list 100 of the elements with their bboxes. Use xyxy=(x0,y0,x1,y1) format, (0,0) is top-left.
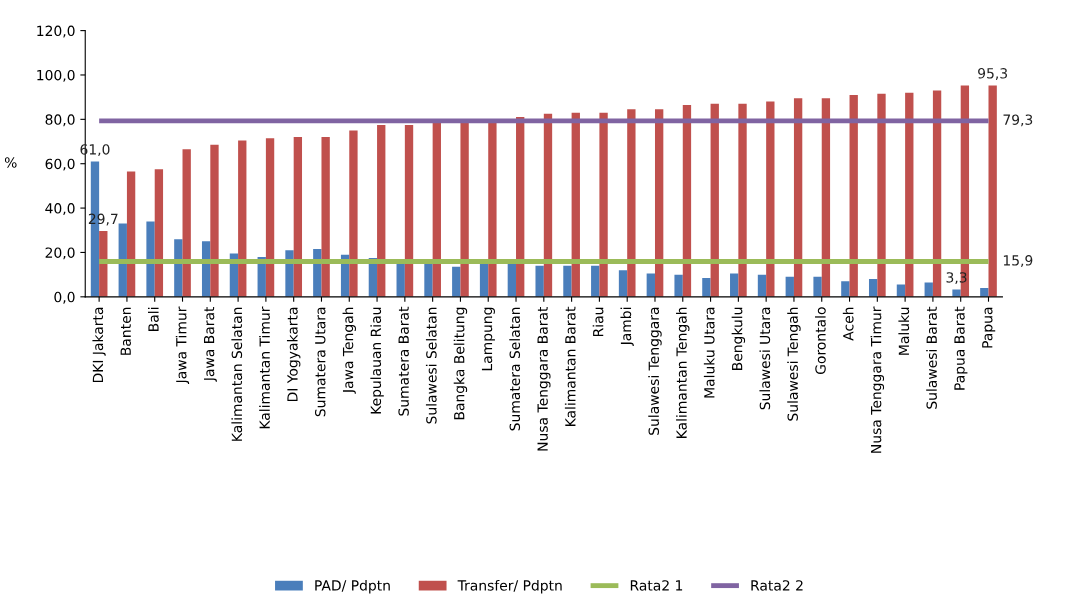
bar xyxy=(460,121,469,297)
bar xyxy=(174,239,183,297)
bar xyxy=(952,289,961,297)
bar xyxy=(591,265,600,297)
x-tick-label: Sumatera Barat xyxy=(398,306,409,416)
x-tick-label: Jawa Barat xyxy=(204,306,217,382)
bar xyxy=(841,281,850,297)
x-tick-label: Riau xyxy=(592,307,604,336)
bar xyxy=(730,273,739,297)
bar xyxy=(646,273,655,297)
bar xyxy=(293,137,303,297)
bar xyxy=(543,113,553,297)
x-tick-label: Kalimantan Timur xyxy=(259,306,270,429)
x-tick-label: DI Yogyakarta xyxy=(286,307,301,402)
bar xyxy=(516,117,525,297)
legend-label: Rata2 1 xyxy=(630,580,683,591)
y-tick-label: 20,0 xyxy=(45,247,75,260)
x-tick-label: Sumatera Selatan xyxy=(509,307,521,431)
x-tick-label: Nusa Tenggara Barat xyxy=(537,306,551,451)
x-tick-label: Maluku Utara xyxy=(703,307,715,398)
bar xyxy=(757,274,767,297)
bar xyxy=(238,140,247,297)
bar xyxy=(349,130,358,297)
x-tick-label: Kalimantan Barat xyxy=(564,306,576,426)
bar xyxy=(738,103,747,297)
legend-label: PAD/ Pdptn xyxy=(315,579,390,594)
bar xyxy=(452,266,461,297)
x-tick-label: Jawa Tengah xyxy=(342,307,356,394)
x-tick-label: Sulawesi Tengah xyxy=(787,307,801,421)
x-tick-label: Bengkulu xyxy=(731,307,746,370)
y-tick-label: 100,0 xyxy=(37,69,75,82)
bar xyxy=(599,112,608,297)
x-tick-label: Bali xyxy=(148,307,159,331)
x-tick-label: Lampung xyxy=(481,307,495,371)
x-tick-label: Jambi xyxy=(620,307,634,347)
x-tick-label: Nusa Tenggara Timur xyxy=(870,306,885,453)
bar xyxy=(932,90,942,297)
bar xyxy=(702,277,711,297)
x-tick-label: Jawa Timur xyxy=(175,306,190,385)
data-label: 95,3 xyxy=(978,68,1008,80)
bar xyxy=(535,265,544,297)
x-tick-label: Sulawesi Barat xyxy=(926,306,937,409)
bar xyxy=(793,98,803,297)
x-tick-label: Bangka Belitung xyxy=(453,307,468,420)
y-tick-label: 60,0 xyxy=(45,158,75,171)
y-tick-label: 120,0 xyxy=(37,25,75,38)
bar xyxy=(126,171,136,297)
bar xyxy=(377,124,386,297)
bar xyxy=(654,109,664,297)
bar xyxy=(868,279,878,297)
bar xyxy=(432,121,441,297)
bar xyxy=(877,93,886,297)
bar xyxy=(849,94,858,297)
bar xyxy=(682,104,692,297)
bar xyxy=(571,112,580,297)
bar xyxy=(905,92,914,297)
x-tick-label: Kalimantan Tengah xyxy=(676,307,690,438)
bar xyxy=(488,120,497,297)
y-axis-title: % xyxy=(4,157,17,168)
bar xyxy=(321,137,330,297)
bar xyxy=(563,265,572,297)
legend-label: Rata2 2 xyxy=(751,580,803,591)
bar xyxy=(154,169,164,297)
x-tick-label: Kalimantan Selatan xyxy=(231,307,243,441)
bar xyxy=(924,282,933,297)
legend-label: Transfer/ Pdptn xyxy=(457,579,562,594)
bar xyxy=(507,263,517,297)
bar xyxy=(821,98,831,297)
bar xyxy=(988,85,997,297)
bar xyxy=(479,263,489,297)
bar xyxy=(618,270,628,297)
x-tick-label: Aceh xyxy=(842,307,854,341)
data-label: 15,9 xyxy=(1003,255,1033,267)
bar xyxy=(674,274,683,297)
x-tick-label: Gorontalo xyxy=(815,307,826,375)
x-tick-label: Kepulauan Riau xyxy=(370,307,384,414)
bar xyxy=(766,101,775,297)
x-tick-label: Papua Barat xyxy=(954,306,968,390)
x-tick-label: Papua xyxy=(982,307,996,348)
bar xyxy=(424,262,433,297)
bar xyxy=(404,124,414,297)
data-label: 79,3 xyxy=(1003,114,1033,127)
y-tick-label: 40,0 xyxy=(45,203,75,215)
bar xyxy=(265,138,275,297)
x-tick-label: Banten xyxy=(120,307,131,355)
bar xyxy=(813,276,822,297)
x-tick-label: DKI Jakarta xyxy=(92,307,106,383)
bar xyxy=(785,276,794,297)
bar xyxy=(710,103,719,297)
x-tick-label: Sumatera Utara xyxy=(315,307,326,417)
x-tick-label: Sulawesi Selatan xyxy=(425,307,437,424)
bar xyxy=(182,149,191,297)
bar xyxy=(627,109,636,297)
bar xyxy=(210,144,219,297)
x-tick-label: Sulawesi Utara xyxy=(759,307,771,410)
bar xyxy=(146,221,155,297)
x-tick-label: Maluku xyxy=(898,307,910,355)
y-tick-label: 0,0 xyxy=(54,291,75,304)
x-tick-label: Sulawesi Tenggara xyxy=(648,307,662,435)
y-tick-label: 80,0 xyxy=(45,114,75,127)
